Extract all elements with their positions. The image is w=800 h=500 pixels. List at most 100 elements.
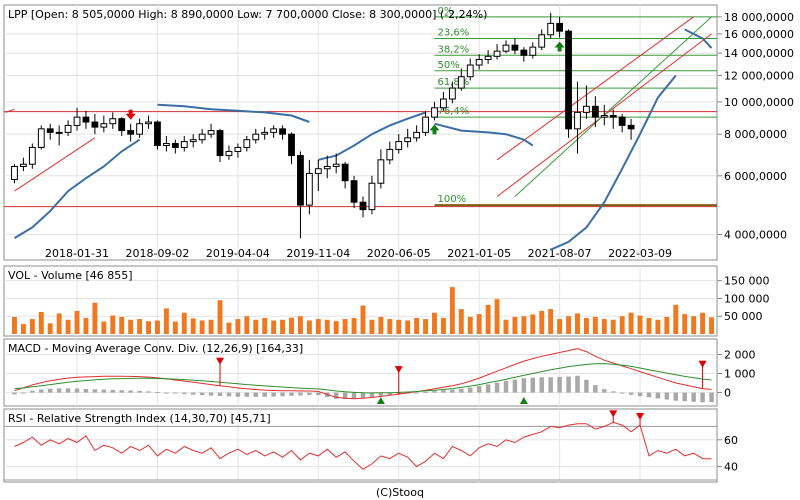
pane-title: LPP [Open: 8 505,0000 High: 8 890,0000 L… [8, 8, 487, 21]
volume-bar [83, 318, 89, 334]
macd-histogram-bar [83, 388, 89, 393]
candle-body [252, 133, 260, 141]
x-tick-label: 2021-01-05 [447, 247, 511, 260]
candle-body [350, 180, 358, 203]
volume-bar [592, 316, 598, 334]
fibonacci-label: 0% [437, 6, 453, 17]
sell-signal-marker [636, 413, 645, 421]
macd-histogram-bar [298, 392, 303, 396]
volume-bar [387, 319, 393, 334]
macd-histogram-bar [664, 392, 670, 400]
macd-histogram-bar [316, 392, 321, 396]
candle-body [314, 168, 322, 174]
y-tick-label: 12 000,0000 [724, 69, 794, 82]
volume-bar [360, 305, 366, 334]
x-tick-label: 2021-08-07 [528, 247, 592, 260]
volume-bar [163, 308, 169, 334]
volume-bar [467, 316, 473, 334]
y-tick-label: 6 000,0000 [724, 170, 787, 183]
volume-bar [396, 319, 402, 334]
candle-body [386, 148, 394, 161]
candle-body [28, 146, 36, 165]
candle-body [207, 130, 215, 135]
macd-histogram-bar [584, 379, 589, 393]
y-tick-label: 40 [724, 461, 738, 474]
y-tick-label: 100 000 [724, 292, 770, 305]
macd-histogram-bar [262, 392, 267, 397]
volume-bar [664, 316, 670, 334]
chart-panes: 4 000,0000 6 000,0000 8 000,0000 10 000,000… [3, 4, 794, 483]
macd-histogram-bar [628, 392, 634, 395]
candle-body [91, 121, 99, 128]
pane-0: 4 000,0000 6 000,0000 8 000,0000 10 000,000… [3, 4, 794, 261]
macd-histogram-bar [369, 392, 375, 398]
volume-bar [476, 314, 482, 334]
macd-histogram-bar [539, 377, 544, 393]
volume-bar [700, 312, 706, 334]
candle-body [466, 64, 474, 78]
macd-histogram-bar [164, 392, 169, 394]
volume-bar [306, 320, 312, 334]
pane-frame [3, 338, 718, 407]
volume-bar [29, 319, 35, 334]
y-tick-label: 2 000 [724, 348, 756, 361]
moving-average-line [684, 28, 713, 49]
candle-body [20, 163, 27, 167]
macd-histogram-bar [190, 392, 196, 395]
sell-signal-marker [698, 360, 707, 368]
candle-body [216, 130, 224, 157]
volume-bar [494, 299, 500, 334]
macd-histogram-bar [65, 388, 71, 393]
macd-histogram-bar [128, 390, 133, 393]
candle-body [591, 105, 599, 118]
y-tick-label: 1 000 [724, 368, 756, 381]
volume-bar [289, 317, 294, 334]
volume-bar [181, 312, 187, 334]
macd-histogram-bar [700, 392, 705, 403]
macd-histogram-bar [512, 379, 518, 393]
candle-body [565, 30, 572, 130]
volume-bar [324, 319, 330, 334]
moving-average-line [13, 138, 141, 239]
candle-body [395, 141, 403, 150]
volume-bar [610, 319, 616, 334]
candle-body [55, 131, 63, 134]
candle-body [511, 44, 519, 51]
volume-bar [458, 309, 464, 334]
candle-body [627, 124, 635, 130]
macd-histogram-bar [155, 391, 160, 393]
candle-body [475, 59, 483, 66]
macd-histogram-bar [235, 392, 241, 397]
volume-bar [262, 318, 268, 334]
candle-body [359, 201, 367, 211]
volume-bar [637, 315, 643, 334]
volume-bar [530, 314, 536, 334]
volume-bar [137, 319, 143, 334]
candle-body [609, 115, 617, 118]
volume-bar [208, 319, 214, 334]
volume-bar [342, 319, 348, 334]
sell-signal-marker [216, 357, 225, 365]
macd-histogram-bar [253, 392, 258, 397]
candle-body [305, 172, 313, 206]
candle-body [261, 131, 269, 135]
pane-title: VOL - Volume [46 855] [8, 269, 133, 282]
candle-body [118, 118, 126, 132]
candle-body [279, 128, 286, 135]
macd-histogram-bar [208, 392, 214, 396]
macd-histogram-bar [30, 390, 35, 393]
copyright-label: (C)Stooq [376, 486, 424, 499]
volume-bar [280, 319, 286, 334]
candle-body [243, 139, 251, 148]
candle-body [297, 155, 304, 206]
macd-histogram-bar [47, 388, 53, 393]
candle-body [154, 121, 161, 146]
candle-body [288, 133, 295, 157]
macd-histogram-bar [39, 389, 44, 393]
macd-histogram-bar [450, 389, 455, 393]
y-tick-label: 8 000,0000 [724, 128, 787, 141]
volume-bar [351, 318, 357, 334]
macd-histogram-bar [137, 390, 142, 393]
volume-bar [432, 312, 437, 334]
volume-bar [235, 319, 241, 334]
